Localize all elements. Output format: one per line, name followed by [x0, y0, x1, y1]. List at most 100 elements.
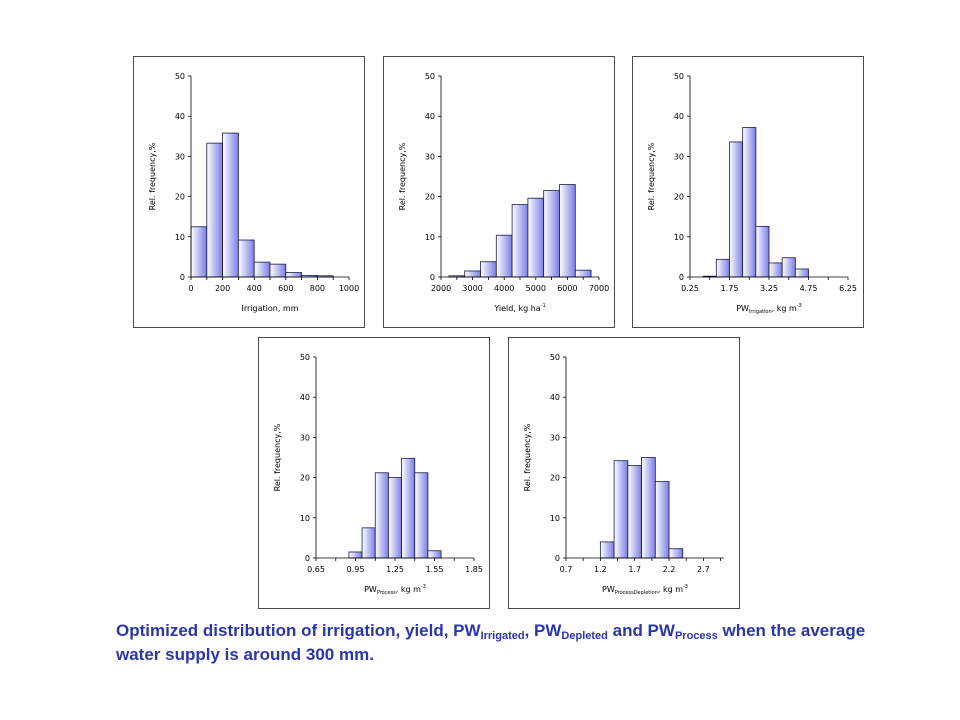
y-tick-label: 0 — [305, 554, 310, 563]
histogram-bar — [715, 258, 730, 278]
pw-process-depletion-histogram: 0 10 20 30 40 50 0.7 1.2 1.7 2.2 2.7 Rel. frequency… — [523, 353, 724, 596]
x-tick-label: 1.55 — [426, 565, 444, 574]
y-tick-label: 10 — [425, 233, 435, 242]
x-axis-label: PWProcess, kg m-3 — [364, 584, 426, 596]
x-tick-label: 200 — [215, 284, 230, 293]
histogram-bar — [574, 269, 592, 278]
histogram-bar — [285, 272, 303, 278]
y-tick-label: 10 — [674, 233, 684, 242]
histogram-bar — [495, 234, 513, 278]
y-tick-label: 0 — [679, 273, 684, 282]
x-tick-label: 2.7 — [697, 565, 710, 574]
histogram-bar — [388, 477, 402, 559]
caption-subscript-process: Process — [674, 630, 718, 642]
histogram-bar — [222, 132, 239, 278]
x-tick-label: 3.25 — [760, 284, 778, 293]
y-tick-label: 40 — [425, 112, 435, 121]
histogram-bar — [348, 551, 363, 559]
histogram-bar — [742, 127, 757, 278]
yield-histogram-panel: 0 10 20 30 40 50 2000 3000 4000 5000 6000 7000 Rel. … — [383, 56, 615, 328]
x-tick-label: 6.25 — [839, 284, 857, 293]
pw-irrigation-histogram: 0 10 20 30 40 50 0.25 1.75 3.25 4.75 6.25 Rel. freq… — [647, 72, 857, 315]
y-axis-label: Rel. frequency,% — [647, 142, 656, 210]
x-tick-label: 3000 — [462, 284, 482, 293]
y-axis-label: Rel. frequency,% — [273, 423, 282, 491]
y-tick-label: 30 — [425, 152, 435, 161]
y-tick-label: 50 — [550, 353, 560, 362]
x-tick-label: 0.25 — [681, 284, 699, 293]
x-tick-label: 4.75 — [800, 284, 818, 293]
x-tick-label: 2.2 — [663, 565, 676, 574]
histogram-bar — [427, 550, 442, 559]
x-tick-label: 0 — [188, 284, 193, 293]
histogram-bar — [190, 226, 208, 278]
x-tick-label: 1000 — [339, 284, 359, 293]
histogram-bar — [729, 141, 744, 278]
histogram-bar — [269, 263, 287, 278]
x-axis-label: PWProcessDepletion, kg m-3 — [602, 584, 688, 596]
y-axis-label: Rel. frequency,% — [148, 142, 157, 210]
histogram-bar — [361, 527, 376, 559]
irrigation-histogram-panel: 0 10 20 30 40 50 0 200 400 600 800 1000 Rel. frequen… — [133, 56, 365, 328]
histogram-bar — [543, 190, 560, 278]
histogram-bar — [464, 270, 481, 278]
histogram-bar — [599, 541, 615, 559]
x-tick-label: 6000 — [557, 284, 577, 293]
x-tick-label: 0.65 — [307, 565, 325, 574]
caption-text-2: , PW — [524, 621, 562, 640]
y-tick-label: 10 — [550, 514, 560, 523]
y-tick-label: 40 — [550, 393, 560, 402]
x-tick-label: 1.7 — [628, 565, 641, 574]
x-tick-label: 5000 — [526, 284, 546, 293]
histogram-bar — [627, 465, 642, 559]
histogram-bar — [781, 257, 796, 278]
y-tick-label: 30 — [674, 152, 684, 161]
pw-irrigation-histogram-panel: 0 10 20 30 40 50 0.25 1.75 3.25 4.75 6.25 Rel. freq… — [632, 56, 864, 328]
y-axis-label: Rel. frequency,% — [523, 423, 532, 491]
y-tick-label: 0 — [430, 273, 435, 282]
x-tick-label: 2000 — [431, 284, 451, 293]
y-tick-label: 50 — [425, 72, 435, 81]
x-tick-label: 800 — [310, 284, 325, 293]
x-tick-label: 1.75 — [721, 284, 739, 293]
histogram-bar — [401, 457, 416, 559]
caption-subscript-depleted: Depleted — [561, 630, 608, 642]
x-tick-label: 0.95 — [347, 565, 365, 574]
histogram-bar — [253, 261, 271, 278]
y-tick-label: 30 — [175, 152, 185, 161]
histogram-bar — [613, 460, 629, 559]
pw-process-depletion-histogram-panel: 0 10 20 30 40 50 0.7 1.2 1.7 2.2 2.7 Rel. frequency… — [508, 337, 740, 609]
x-axis-label: Irrigation, mm — [242, 304, 299, 313]
histogram-bar — [527, 197, 545, 278]
y-tick-label: 0 — [555, 554, 560, 563]
y-tick-label: 50 — [300, 353, 310, 362]
histogram-bar — [374, 472, 389, 559]
histogram-bar — [238, 239, 255, 278]
y-tick-label: 40 — [674, 112, 684, 121]
y-tick-label: 50 — [175, 72, 185, 81]
y-tick-label: 20 — [550, 474, 560, 483]
histogram-bar — [768, 262, 783, 278]
histogram-bar — [511, 204, 529, 278]
histogram-bar — [794, 268, 809, 278]
x-axis-label: PWIrrigation, kg m-3 — [736, 303, 802, 315]
y-tick-label: 30 — [300, 433, 310, 442]
y-tick-label: 10 — [175, 233, 185, 242]
y-tick-label: 20 — [425, 193, 435, 202]
histogram-bar — [480, 261, 497, 278]
y-tick-label: 40 — [175, 112, 185, 121]
pw-process-histogram: 0 10 20 30 40 50 0.65 0.95 1.25 1.55 1.85 Rel. freq… — [273, 353, 483, 596]
caption-subscript-irrigated: Irrigated — [480, 630, 525, 642]
histogram-bar — [755, 225, 770, 278]
histogram-bar — [414, 472, 429, 559]
histogram-bar — [668, 548, 684, 559]
x-tick-label: 1.2 — [594, 565, 607, 574]
pw-process-histogram-panel: 0 10 20 30 40 50 0.65 0.95 1.25 1.55 1.85 Rel. freq… — [258, 337, 490, 609]
y-tick-label: 10 — [300, 514, 310, 523]
x-tick-label: 7000 — [589, 284, 609, 293]
y-tick-label: 20 — [175, 193, 185, 202]
caption-text-4: when the average water supply is around … — [116, 621, 866, 664]
x-tick-label: 600 — [278, 284, 293, 293]
y-tick-label: 20 — [300, 474, 310, 483]
x-tick-label: 1.85 — [465, 565, 483, 574]
